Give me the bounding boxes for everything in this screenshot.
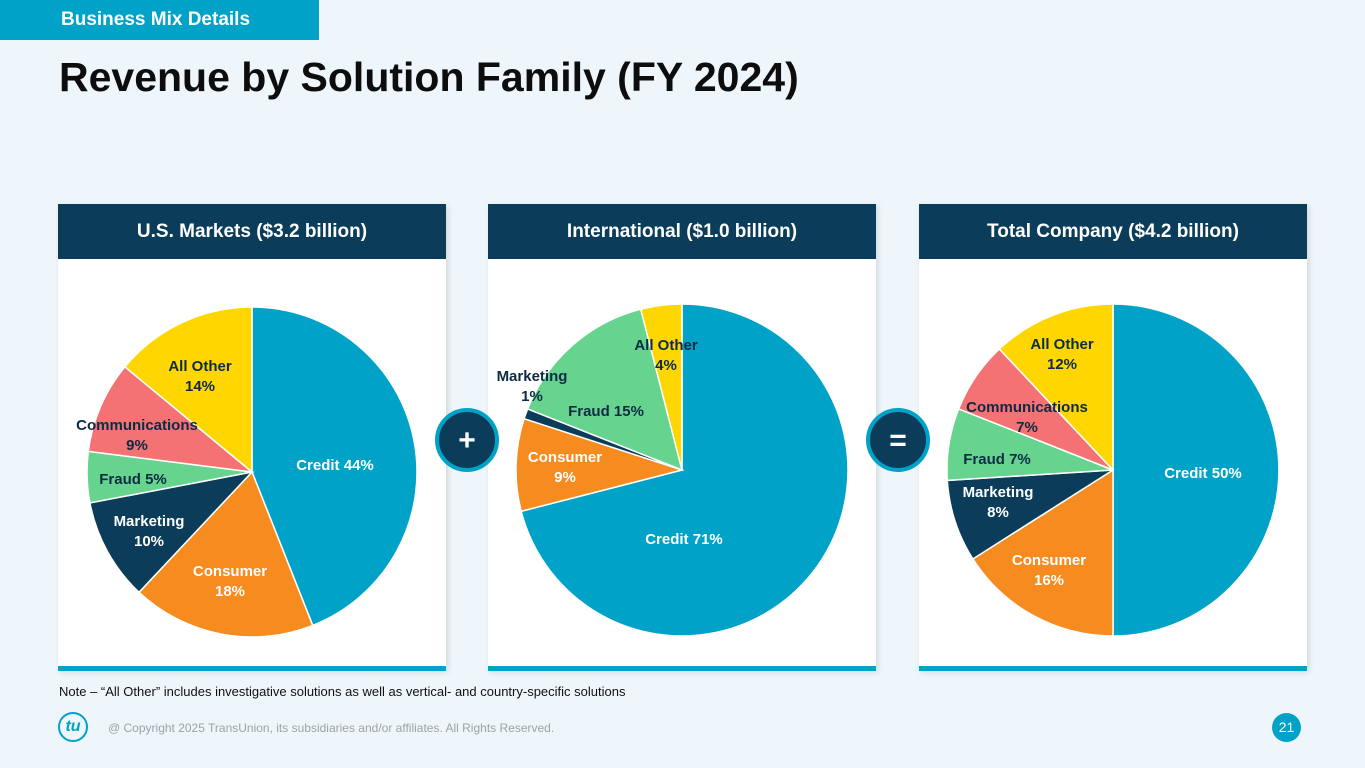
slice-label: Credit 44% (296, 457, 374, 474)
pie-slice (1112, 303, 1280, 637)
panel-header (58, 204, 446, 259)
pie-slice (526, 308, 684, 472)
slice-label: All Other 4% (634, 337, 698, 374)
value-label: 5% (145, 471, 167, 488)
panel-footer-bar (488, 666, 876, 671)
slice-label: Fraud 15% (568, 403, 644, 420)
copyright: @ Copyright 2025 TransUnion, its subsidi… (108, 721, 555, 735)
logo: tu (58, 712, 88, 742)
category-label: Communications (966, 399, 1088, 416)
slice-label: Communications 7% (966, 399, 1088, 436)
value-label: 1% (521, 388, 543, 405)
operator: + (458, 424, 476, 457)
slice-label: Fraud 7% (963, 451, 1031, 468)
chart-title: International ($1.0 billion) (567, 221, 797, 242)
pie-slice (251, 306, 418, 627)
category-label: All Other (634, 337, 698, 354)
category-label: Marketing (963, 484, 1034, 501)
slice-label: Consumer 16% (1012, 552, 1086, 589)
category-label: Fraud (99, 471, 141, 488)
pie-slice (971, 468, 1114, 637)
panel-footer-bar (58, 666, 446, 671)
slice-label: All Other 14% (168, 358, 232, 395)
category-label: Consumer (1012, 552, 1086, 569)
pie-slice (137, 470, 314, 638)
category-label: Fraud (568, 403, 610, 420)
section-tag: Business Mix Details (0, 0, 319, 40)
panel-header (919, 204, 1307, 259)
category-label: Credit (296, 457, 339, 474)
value-label: 4% (655, 357, 677, 374)
slice-label: Credit 50% (1164, 465, 1242, 482)
operator: = (889, 424, 907, 457)
pie-slice (639, 303, 683, 471)
panel-footer-bar (919, 666, 1307, 671)
value-label: 9% (554, 469, 576, 486)
category-label: All Other (1030, 336, 1094, 353)
category-label: All Other (168, 358, 232, 375)
slice-label: Marketing 1% (497, 368, 568, 405)
slice-label: Communications 9% (76, 417, 198, 454)
slice-label: Marketing 10% (114, 513, 185, 550)
value-label: 7% (1009, 451, 1031, 468)
category-label: Communications (76, 417, 198, 434)
category-label: Consumer (528, 449, 602, 466)
pie-slice (515, 417, 685, 513)
operator-circle (435, 408, 499, 472)
value-label: 16% (1034, 572, 1064, 589)
category-label: Marketing (497, 368, 568, 385)
page-number: 21 (1272, 713, 1301, 742)
value-label: 15% (614, 403, 644, 420)
operator-circle (866, 408, 930, 472)
pie-slice (998, 303, 1114, 472)
value-label: 12% (1047, 356, 1077, 373)
value-label: 50% (1212, 465, 1242, 482)
value-label: 10% (134, 533, 164, 550)
slice-label: Fraud 5% (99, 471, 167, 488)
category-label: Credit (1164, 465, 1207, 482)
chart-title: U.S. Markets ($3.2 billion) (137, 221, 367, 242)
category-label: Fraud (963, 451, 1005, 468)
pie-slice (520, 303, 849, 637)
value-label: 71% (693, 531, 723, 548)
slice-label: Consumer 18% (193, 563, 267, 600)
value-label: 14% (185, 378, 215, 395)
slice-label: Consumer 9% (528, 449, 602, 486)
pie-slice (87, 365, 255, 474)
value-label: 44% (344, 457, 374, 474)
slice-label: All Other 12% (1030, 336, 1094, 373)
value-label: 9% (126, 437, 148, 454)
panel-header (488, 204, 876, 259)
footnote: Note – “All Other” includes investigativ… (59, 684, 626, 699)
category-label: Credit (645, 531, 688, 548)
slice-label: Credit 71% (645, 531, 723, 548)
value-label: 7% (1016, 419, 1038, 436)
value-label: 18% (215, 583, 245, 600)
pie-slice (123, 306, 253, 474)
category-label: Marketing (114, 513, 185, 530)
category-label: Consumer (193, 563, 267, 580)
slice-label: Marketing 8% (963, 484, 1034, 521)
pie-slice (89, 470, 255, 594)
slide-title: Revenue by Solution Family (FY 2024) (59, 54, 799, 100)
value-label: 8% (987, 504, 1009, 521)
chart-title: Total Company ($4.2 billion) (987, 221, 1239, 242)
